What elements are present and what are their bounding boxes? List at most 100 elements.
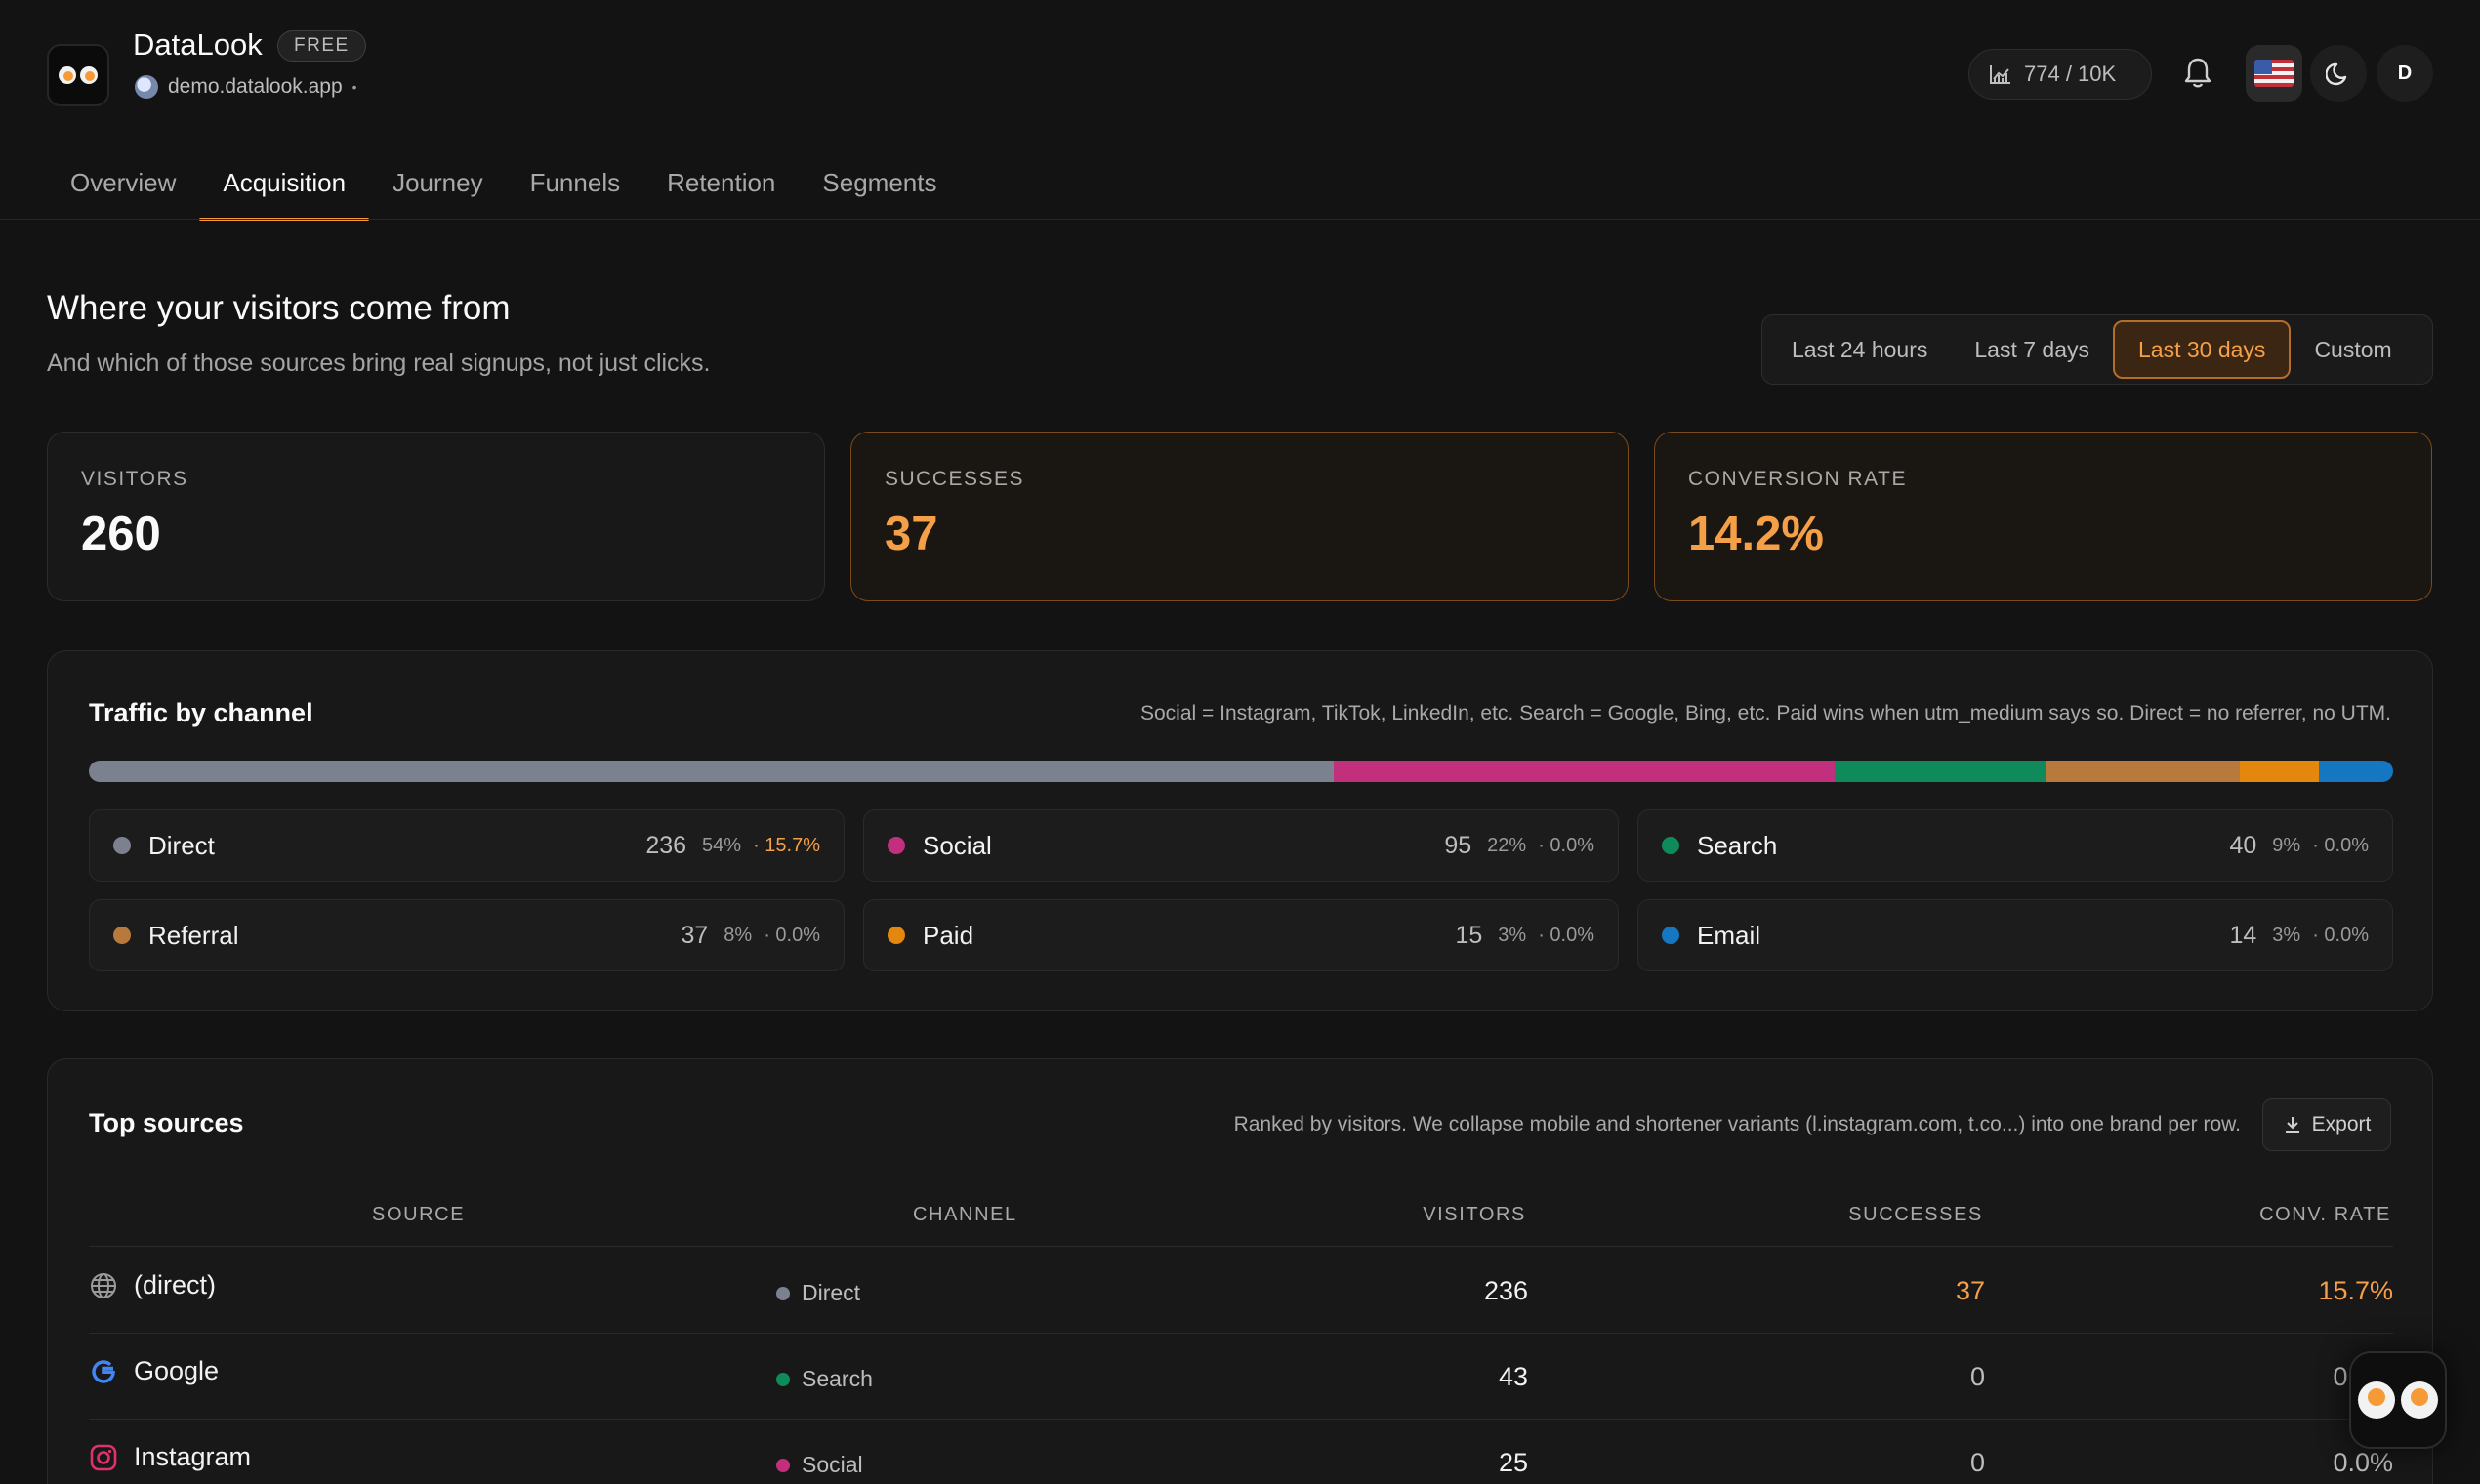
range-custom[interactable]: Custom <box>2314 337 2392 362</box>
channel-count: 40 <box>2229 831 2257 859</box>
channel-bar-segment-direct <box>89 761 1334 782</box>
channel-share: 3% <box>2272 924 2301 946</box>
usage-text: 774 / 10K <box>2024 62 2117 86</box>
chevron-down-icon: • <box>351 79 357 95</box>
export-button[interactable]: Export <box>2262 1098 2391 1151</box>
channel-conv-rate: · 0.0% <box>2312 834 2369 856</box>
channel-direct[interactable]: Direct 236 54% · 15.7% <box>89 809 845 882</box>
tab-overview[interactable]: Overview <box>70 168 177 197</box>
kpi-label: SUCCESSES <box>885 468 1025 490</box>
channel-color-dot <box>888 837 905 854</box>
channel-email[interactable]: Email 14 3% · 0.0% <box>1637 899 2393 971</box>
theme-toggle[interactable] <box>2310 45 2367 102</box>
conv-rate-cell: 0.0% <box>2333 1448 2393 1477</box>
channel-conv-rate: · 15.7% <box>753 834 820 856</box>
channel-color-dot <box>1662 927 1679 944</box>
channel-share-bar <box>89 761 2393 782</box>
kpi-successes-card: SUCCESSES 37 <box>850 432 1629 601</box>
channel-name: Referral <box>148 920 239 950</box>
column-header-conv-rate[interactable]: CONV. RATE <box>2259 1204 2391 1225</box>
sources-ranking-note: Ranked by visitors. We collapse mobile a… <box>1233 1113 2241 1135</box>
channel-name: Direct <box>148 830 215 860</box>
channel-name: Social <box>802 1452 863 1477</box>
channel-color-dot <box>776 1458 790 1472</box>
chart-icon <box>1990 65 2010 84</box>
site-switcher[interactable]: demo.datalook.app • <box>135 75 357 99</box>
channel-count: 14 <box>2229 921 2257 949</box>
tab-funnels[interactable]: Funnels <box>529 168 621 197</box>
channel-cell: Direct <box>776 1280 860 1306</box>
instagram-icon <box>89 1443 118 1472</box>
channel-color-dot <box>113 837 131 854</box>
channel-cell: Search <box>776 1366 873 1392</box>
visitors-cell: 25 <box>1498 1448 1528 1477</box>
main-tabs: Overview Acquisition Journey Funnels Ret… <box>47 146 960 221</box>
source-name: (direct) <box>134 1270 217 1299</box>
usage-meter[interactable]: 774 / 10K <box>1968 49 2152 100</box>
mascot-eye-icon <box>2358 1381 2395 1419</box>
tab-segments[interactable]: Segments <box>822 168 937 197</box>
channel-search[interactable]: Search 40 9% · 0.0% <box>1637 809 2393 882</box>
avatar[interactable]: D <box>2377 45 2433 102</box>
traffic-by-channel-panel: Traffic by channel Social = Instagram, T… <box>47 650 2433 1011</box>
channel-name: Social <box>923 830 992 860</box>
assistant-launcher-button[interactable] <box>2349 1351 2447 1449</box>
channel-cell: Social <box>776 1452 863 1478</box>
header-divider <box>89 1246 2393 1247</box>
table-row[interactable]: Instagram Social 25 0 0.0% <box>48 1419 2434 1484</box>
channel-share: 54% <box>702 834 742 856</box>
successes-cell: 0 <box>1969 1448 1985 1477</box>
tab-retention[interactable]: Retention <box>667 168 776 197</box>
language-button[interactable] <box>2246 45 2302 102</box>
visitors-cell: 236 <box>1483 1276 1528 1305</box>
visitors-cell: 43 <box>1498 1362 1528 1391</box>
tab-journey[interactable]: Journey <box>393 168 483 197</box>
channel-definitions-note: Social = Instagram, TikTok, LinkedIn, et… <box>1140 702 2391 724</box>
channel-name: Search <box>1697 830 1778 860</box>
panel-title: Top sources <box>89 1108 244 1137</box>
app-name: DataLook <box>133 27 263 62</box>
range-last-7-days[interactable]: Last 7 days <box>1974 337 2090 362</box>
successes-cell: 37 <box>1955 1276 1985 1305</box>
range-last-30-days[interactable]: Last 30 days <box>2113 320 2292 379</box>
source-name: Google <box>134 1356 220 1385</box>
channel-color-dot <box>113 927 131 944</box>
tab-acquisition[interactable]: Acquisition <box>199 146 369 221</box>
table-row[interactable]: (direct) Direct 236 37 15.7% <box>48 1247 2434 1333</box>
channel-conv-rate: · 0.0% <box>1538 834 1594 856</box>
channel-color-dot <box>776 1372 790 1386</box>
download-icon <box>2285 1117 2299 1133</box>
kpi-visitors-card: VISITORS 260 <box>47 432 825 601</box>
column-header-source[interactable]: SOURCE <box>372 1204 466 1225</box>
channel-bar-segment-search <box>1834 761 2046 782</box>
column-header-channel[interactable]: CHANNEL <box>913 1204 1017 1225</box>
range-last-24-hours[interactable]: Last 24 hours <box>1792 337 1928 362</box>
logo-eye-icon <box>59 66 76 84</box>
channel-social[interactable]: Social 95 22% · 0.0% <box>863 809 1619 882</box>
source-name: Instagram <box>134 1442 252 1471</box>
date-range-selector: Last 24 hours Last 7 days Last 30 days C… <box>1761 314 2433 385</box>
channel-name: Paid <box>923 920 974 950</box>
us-flag-icon <box>2254 60 2294 87</box>
channel-paid[interactable]: Paid 15 3% · 0.0% <box>863 899 1619 971</box>
notifications-button[interactable] <box>2170 45 2226 102</box>
channel-referral[interactable]: Referral 37 8% · 0.0% <box>89 899 845 971</box>
channel-color-dot <box>888 927 905 944</box>
panel-title: Traffic by channel <box>89 698 313 727</box>
channel-bar-segment-paid <box>2240 761 2320 782</box>
bell-icon <box>2184 58 2211 88</box>
column-header-successes[interactable]: SUCCESSES <box>1848 1204 1983 1225</box>
channel-bar-segment-social <box>1333 761 1835 782</box>
kpi-value: 37 <box>885 508 938 560</box>
conv-rate-cell: 15.7% <box>2318 1276 2393 1305</box>
channel-conv-rate: · 0.0% <box>2312 924 2369 946</box>
datalook-logo[interactable] <box>47 44 109 106</box>
channel-bar-segment-email <box>2319 761 2393 782</box>
table-row[interactable]: Google Search 43 0 0.0% <box>48 1333 2434 1419</box>
channel-bar-segment-referral <box>2045 761 2241 782</box>
mascot-eye-icon <box>2401 1381 2438 1419</box>
column-header-visitors[interactable]: VISITORS <box>1423 1204 1526 1225</box>
page-title: Where your visitors come from <box>47 289 511 327</box>
channel-count: 15 <box>1455 921 1483 949</box>
row-divider <box>89 1419 2393 1420</box>
